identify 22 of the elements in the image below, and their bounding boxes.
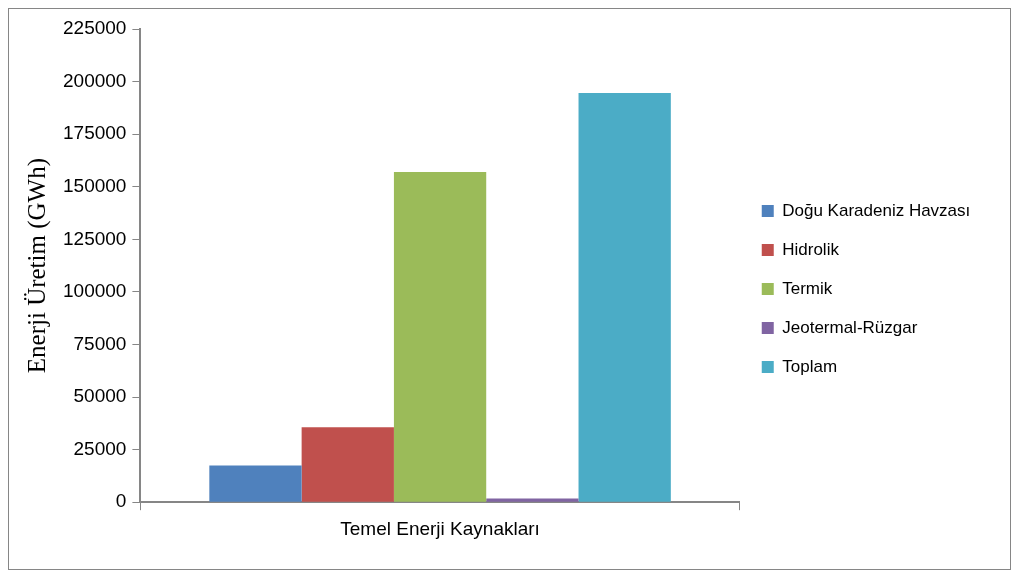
bar	[486, 498, 579, 502]
y-tick-label: 75000	[73, 332, 127, 354]
legend-label: Termik	[782, 278, 833, 298]
bar	[578, 92, 671, 502]
y-axis-title: Enerji Üretim (GWh)	[22, 158, 51, 374]
y-tick-label: 175000	[63, 122, 127, 144]
legend-label: Doğu Karadeniz Havzası	[782, 200, 971, 220]
bar	[301, 427, 394, 502]
y-tick-label: 25000	[73, 437, 127, 459]
legend-label: Toplam	[782, 356, 838, 376]
y-tick-label: 225000	[63, 17, 127, 39]
y-tick-label: 0	[115, 490, 127, 512]
bar	[393, 172, 487, 502]
legend-label: Hidrolik	[782, 239, 840, 259]
y-tick-label: 50000	[73, 385, 127, 407]
y-tick-label: 150000	[63, 174, 127, 196]
y-tick-label: 200000	[63, 69, 127, 91]
x-tick-label: Temel Enerji Kaynakları	[340, 517, 540, 539]
bar	[209, 465, 302, 502]
legend-label: Jeotermal-Rüzgar	[782, 317, 918, 337]
y-tick-label: 100000	[63, 280, 127, 302]
y-tick-label: 125000	[63, 227, 127, 249]
